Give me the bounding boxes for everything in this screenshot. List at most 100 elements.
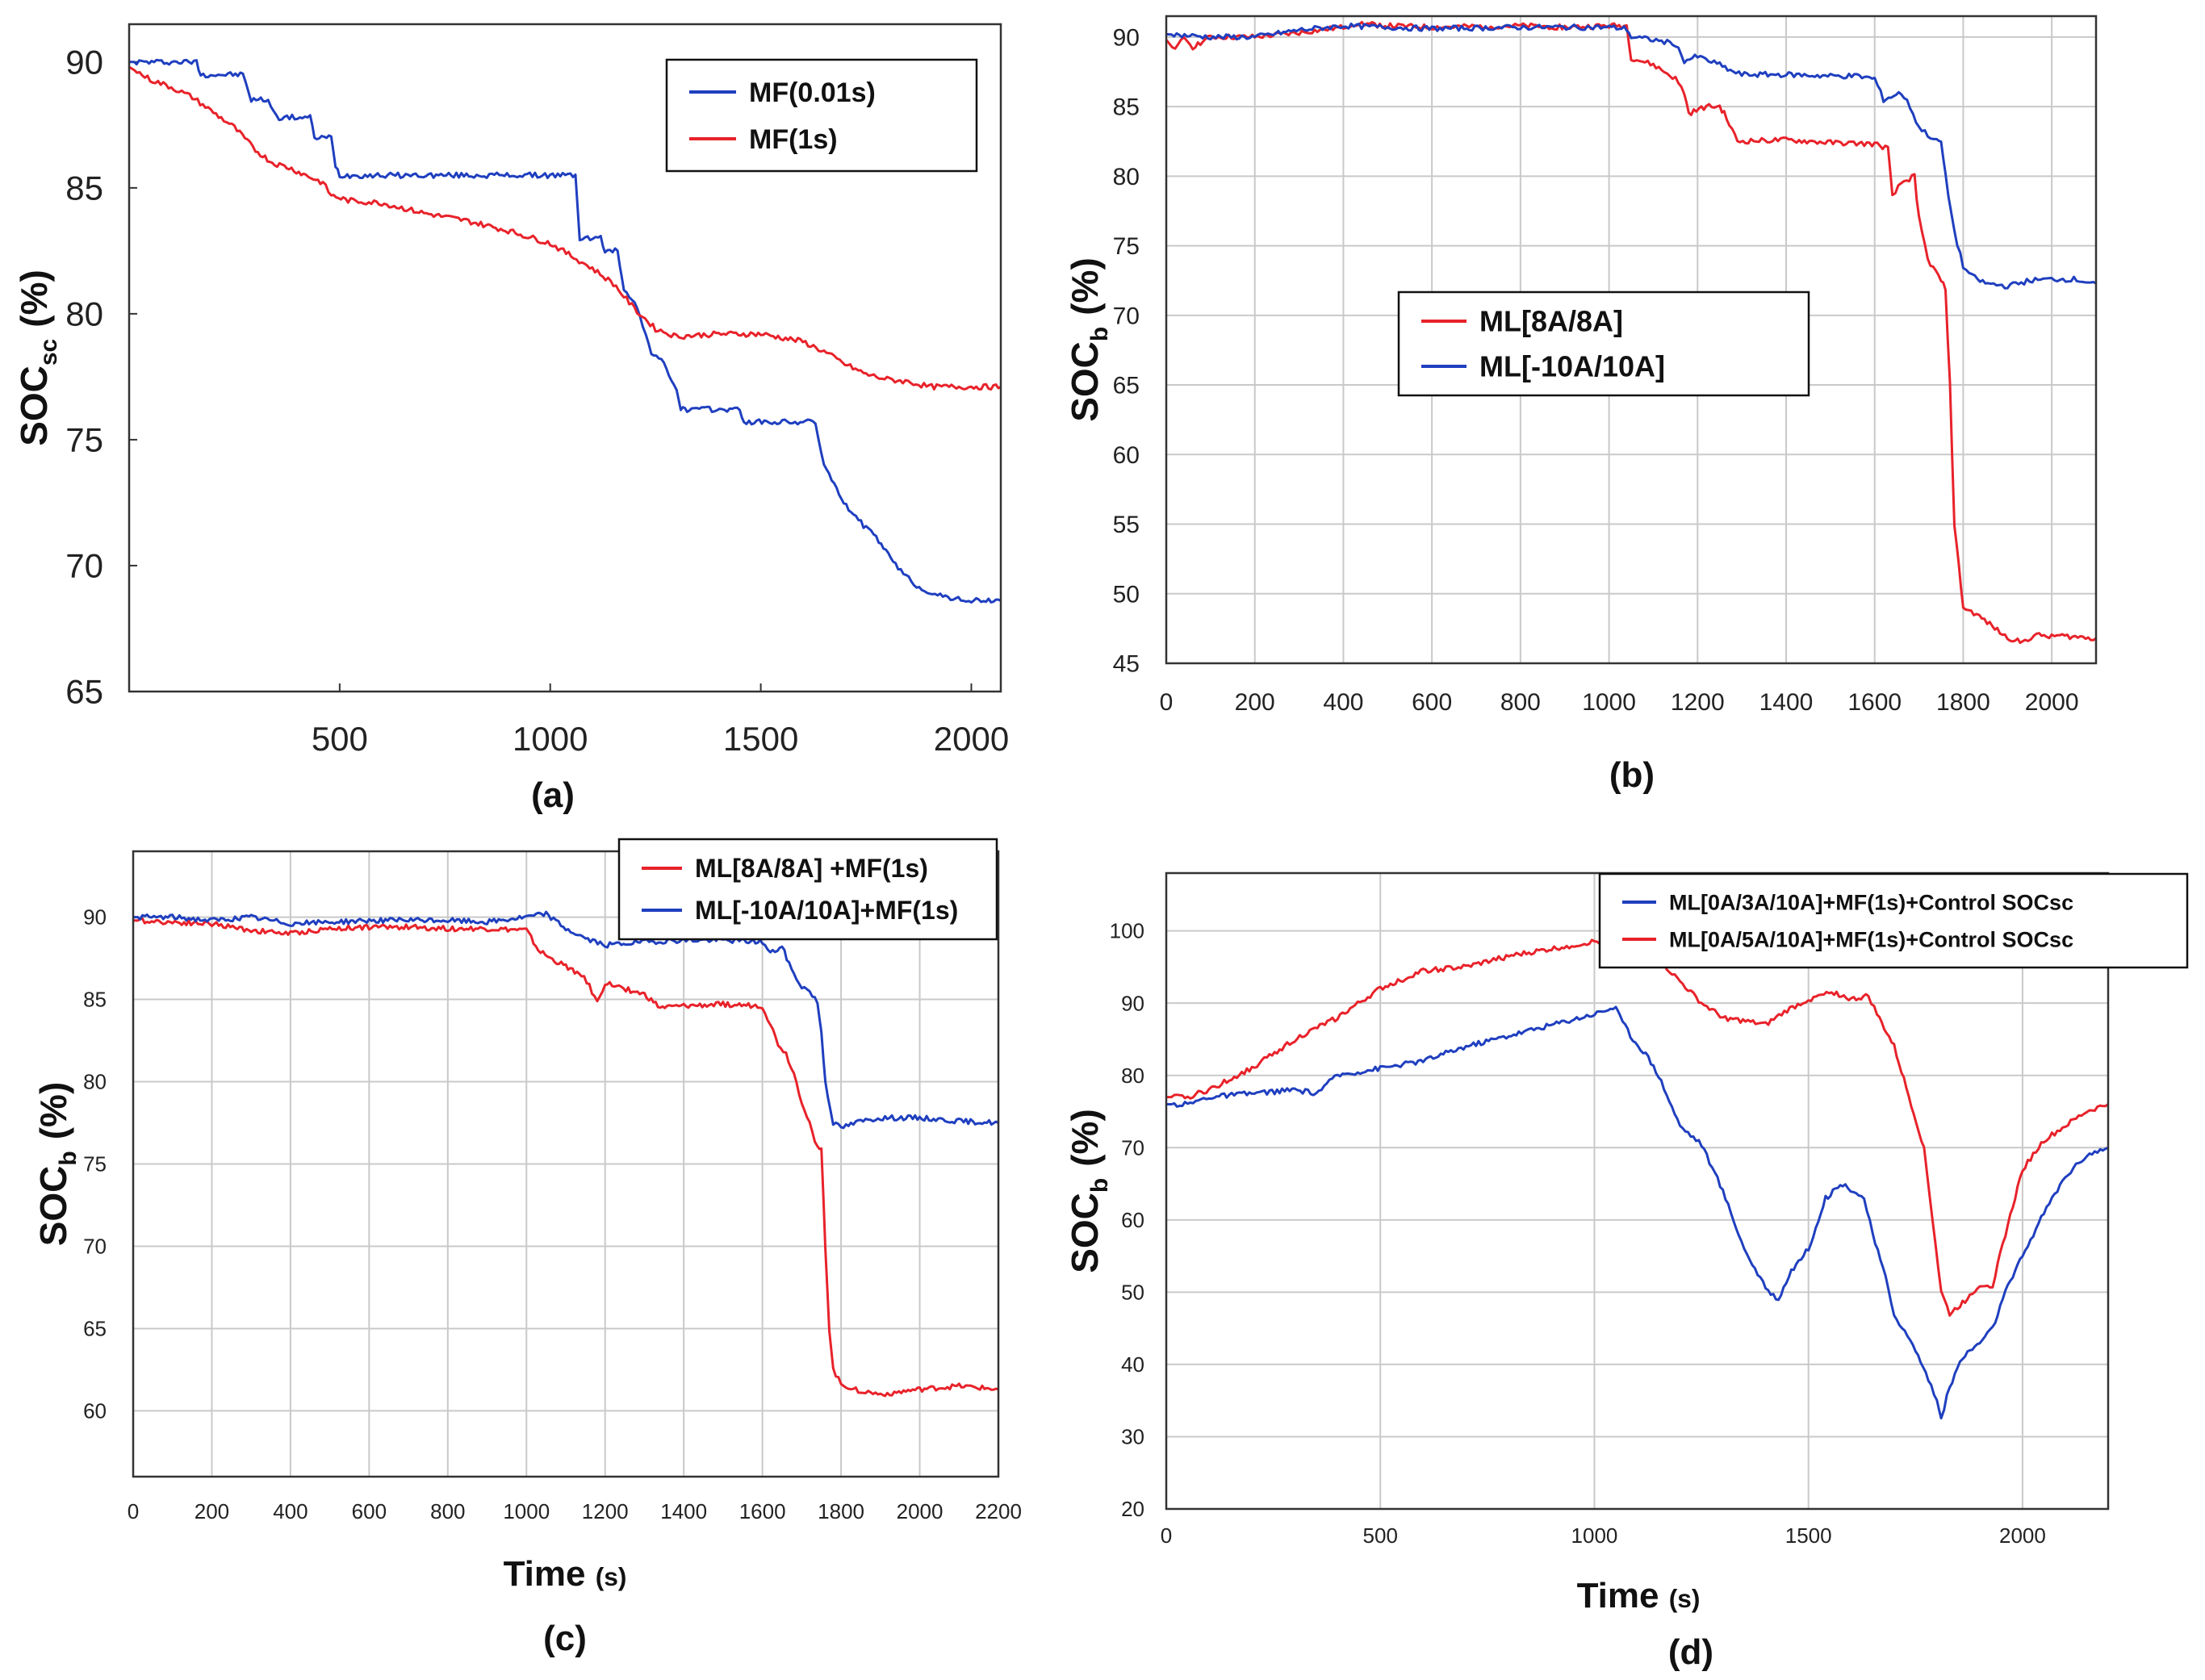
- y-tick-label: 75: [1113, 233, 1140, 260]
- plot-frame: [132, 850, 1000, 1478]
- chart-panel-c: 0 200 400 600 800 1000 1200 1400 1600 1800 2000 220…: [32, 838, 1022, 1658]
- series-line-blue: [129, 58, 1002, 604]
- x-tick-label: 200: [1235, 689, 1275, 716]
- y-tick-label: 70: [65, 547, 103, 585]
- x-tick-label: 1200: [582, 1499, 629, 1523]
- panel-caption: (d): [1668, 1632, 1713, 1672]
- y-tick-label: 30: [1121, 1425, 1144, 1449]
- plot-frame: [128, 23, 1002, 693]
- x-tick-label: 800: [430, 1499, 465, 1523]
- x-tick-label: 2000: [1999, 1523, 2046, 1548]
- y-tick-label: 90: [65, 44, 103, 81]
- y-tick-label: 80: [65, 295, 103, 333]
- legend-label: ML[8A/8A]: [1479, 305, 1623, 338]
- x-tick-label: 2000: [897, 1499, 944, 1523]
- legend-label: ML[0A/5A/10A]+MF(1s)+Control SOCsc: [1669, 927, 2073, 951]
- legend: ML[0A/3A/10A]+MF(1s)+Control SOCsc ML[0A/…: [1598, 872, 2189, 969]
- panel-caption: (a): [531, 775, 575, 815]
- y-tick-label: 65: [83, 1317, 107, 1341]
- y-tick-label: 85: [1113, 94, 1140, 121]
- panel-caption: (b): [1609, 755, 1655, 795]
- x-axis-label: Time (s): [504, 1554, 627, 1594]
- legend-box: [665, 58, 978, 173]
- y-tick-label: 60: [1113, 442, 1140, 469]
- y-tick-label: 80: [83, 1070, 107, 1094]
- y-axis-label: SOCsc(%): [13, 270, 62, 446]
- y-tick-label: 50: [1113, 581, 1140, 608]
- x-tick-label: 2000: [2025, 689, 2079, 716]
- y-tick-label: 90: [83, 905, 107, 930]
- panel-caption: (c): [543, 1619, 587, 1658]
- x-tick-label: 400: [273, 1499, 308, 1523]
- legend-label: ML[-10A/10A]: [1479, 350, 1665, 383]
- y-tick-label: 75: [65, 421, 103, 459]
- x-tick-label: 1000: [1571, 1523, 1618, 1548]
- chart-panel-a: 500 1000 1500 2000 65 70 75 80 85 90 SOCsc(%) (a) MF…: [13, 23, 1009, 815]
- y-tick-label: 85: [65, 169, 103, 207]
- y-tick-label: 65: [1113, 373, 1140, 399]
- x-tick-label: 1600: [1847, 689, 1902, 716]
- y-tick-label: 60: [83, 1399, 107, 1423]
- x-tick-label: 500: [1363, 1523, 1398, 1548]
- x-tick-label: 1200: [1671, 689, 1725, 716]
- y-tick-label: 90: [1121, 991, 1144, 1015]
- x-tick-label: 1800: [818, 1499, 864, 1523]
- y-tick-label: 20: [1121, 1497, 1144, 1521]
- series-line-blue: [133, 910, 999, 1130]
- series-line-blue: [1166, 1005, 2109, 1420]
- legend-label: ML[0A/3A/10A]+MF(1s)+Control SOCsc: [1669, 890, 2073, 914]
- x-tick-label: 600: [1412, 689, 1452, 716]
- y-tick-label: 70: [1113, 303, 1140, 329]
- x-tick-label: 1000: [503, 1499, 550, 1523]
- y-tick-label: 100: [1110, 919, 1144, 943]
- legend-box: [1598, 872, 2189, 969]
- y-tick-label: 40: [1121, 1352, 1144, 1377]
- legend-label: ML[-10A/10A]+MF(1s): [695, 896, 958, 925]
- x-tick-label: 2000: [934, 720, 1009, 758]
- legend-box: [617, 838, 998, 941]
- x-tick-label: 0: [1160, 689, 1174, 716]
- series-line-blue: [1165, 22, 2097, 290]
- legend-box: [1397, 290, 1810, 397]
- x-tick-label: 500: [312, 720, 368, 758]
- y-axis-label: SOCb(%): [1064, 1109, 1113, 1273]
- x-tick-label: 1400: [1759, 689, 1814, 716]
- legend: ML[8A/8A] +MF(1s) ML[-10A/10A]+MF(1s): [617, 838, 998, 941]
- x-tick-label: 200: [195, 1499, 229, 1523]
- y-tick-label: 70: [1121, 1135, 1144, 1160]
- x-tick-label: 600: [352, 1499, 387, 1523]
- x-tick-label: 400: [1323, 689, 1363, 716]
- x-tick-label: 1600: [739, 1499, 786, 1523]
- y-tick-label: 45: [1113, 651, 1140, 678]
- legend: MF(0.01s) MF(1s): [665, 58, 978, 173]
- legend-label: MF(0.01s): [749, 77, 876, 108]
- x-tick-label: 800: [1500, 689, 1541, 716]
- x-tick-label: 1500: [1785, 1523, 1832, 1548]
- y-tick-label: 60: [1121, 1208, 1144, 1232]
- y-axis-label: SOCb(%): [1064, 257, 1113, 422]
- x-tick-label: 1000: [513, 720, 588, 758]
- chart-panel-d: 0 500 1000 1500 2000 20 30 40 50 60 70 80 90 100 SOCb(…: [1064, 871, 2189, 1672]
- plot-area: [1166, 873, 2108, 1509]
- y-tick-label: 80: [1113, 164, 1140, 190]
- y-tick-label: 65: [65, 673, 103, 711]
- x-axis-label: Time (s): [1577, 1576, 1701, 1615]
- chart-panel-b: 0 200 400 600 800 1000 1200 1400 1600 1800 2000 45 5…: [1064, 15, 2098, 795]
- x-tick-label: 0: [1161, 1523, 1172, 1548]
- y-tick-label: 85: [83, 988, 107, 1012]
- y-axis-label: SOCb(%): [32, 1082, 82, 1247]
- x-tick-label: 0: [128, 1499, 139, 1523]
- y-tick-label: 70: [83, 1235, 107, 1259]
- x-tick-label: 1800: [1936, 689, 1990, 716]
- x-tick-label: 1500: [723, 720, 798, 758]
- y-tick-label: 75: [83, 1152, 107, 1176]
- legend: ML[8A/8A] ML[-10A/10A]: [1397, 290, 1810, 397]
- y-tick-label: 55: [1113, 512, 1140, 538]
- legend-label: ML[8A/8A] +MF(1s): [695, 854, 928, 883]
- y-tick-label: 80: [1121, 1064, 1144, 1088]
- x-tick-label: 1000: [1582, 689, 1636, 716]
- y-tick-label: 50: [1121, 1280, 1144, 1304]
- x-tick-label: 2200: [975, 1499, 1022, 1523]
- series-line-red: [132, 917, 999, 1398]
